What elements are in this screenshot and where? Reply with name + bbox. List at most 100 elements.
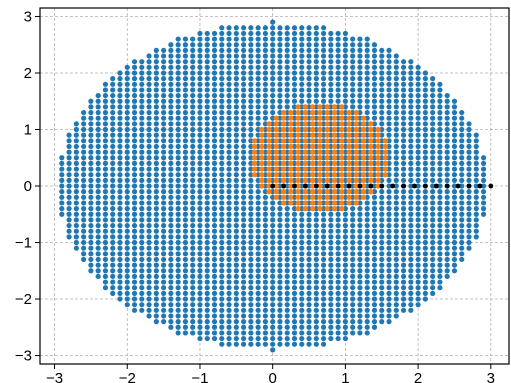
data-point [459, 234, 465, 240]
data-point [270, 222, 276, 229]
data-point [313, 273, 319, 280]
data-point [364, 222, 370, 229]
data-point [262, 279, 269, 285]
data-point [175, 92, 181, 99]
data-point [415, 70, 421, 76]
data-point [400, 222, 407, 229]
data-point [211, 234, 218, 240]
data-point [422, 115, 428, 121]
data-point [357, 285, 363, 291]
data-point [353, 143, 359, 150]
data-point [81, 234, 87, 240]
data-point [161, 166, 167, 172]
data-point [241, 222, 247, 229]
data-point [371, 313, 378, 319]
data-point [211, 222, 218, 229]
data-point [284, 30, 290, 37]
data-point [415, 245, 421, 251]
data-point [415, 126, 421, 133]
data-point [339, 177, 345, 183]
data-point [251, 143, 258, 150]
data-point [182, 262, 189, 268]
data-point [270, 307, 276, 313]
data-point [73, 172, 79, 178]
data-point [73, 200, 79, 206]
data-point [204, 92, 210, 99]
data-point [386, 132, 392, 138]
data-point [408, 285, 414, 291]
data-point [415, 138, 421, 144]
data-point [255, 285, 261, 291]
data-point [211, 256, 218, 263]
data-point [182, 256, 189, 263]
data-point [219, 302, 225, 308]
data-point [190, 92, 196, 99]
data-point [364, 262, 370, 268]
data-point [211, 104, 218, 110]
data-point [197, 160, 203, 166]
data-point [153, 47, 159, 53]
data-point [317, 206, 323, 212]
data-point [379, 59, 385, 65]
y-tick-label: −1 [15, 235, 32, 252]
data-point [161, 177, 167, 183]
data-point [320, 206, 327, 212]
data-point [350, 302, 356, 308]
data-point [204, 239, 210, 246]
data-point [241, 81, 247, 87]
data-point [182, 76, 189, 82]
data-point [146, 296, 152, 302]
data-point [255, 92, 261, 99]
data-point [273, 194, 279, 200]
data-point [88, 251, 94, 257]
data-point [357, 138, 363, 144]
data-point [331, 132, 338, 138]
data-point [368, 183, 374, 189]
data-point [95, 104, 101, 110]
data-point [226, 234, 232, 240]
data-point [386, 268, 392, 274]
data-point [382, 166, 388, 172]
data-point [102, 279, 109, 285]
data-point [342, 324, 348, 330]
data-point [146, 313, 152, 319]
data-point [219, 313, 225, 319]
data-point [153, 172, 159, 178]
data-point [350, 53, 356, 59]
data-point [430, 206, 436, 212]
data-point [146, 172, 152, 178]
data-point [299, 341, 305, 347]
data-point [350, 109, 356, 116]
data-point [430, 121, 436, 127]
data-point [422, 177, 428, 183]
data-point [124, 98, 130, 104]
data-point [66, 149, 72, 155]
data-point [270, 330, 276, 336]
data-point [124, 87, 130, 93]
data-point [379, 177, 385, 183]
data-point [430, 143, 436, 150]
data-point [375, 126, 381, 133]
data-point [331, 200, 338, 206]
data-point [393, 53, 399, 59]
data-point [262, 239, 269, 246]
data-point [459, 256, 465, 263]
data-point [270, 279, 276, 285]
data-point [73, 177, 79, 183]
data-point [317, 138, 323, 144]
data-point [291, 104, 298, 110]
data-point [400, 87, 407, 93]
data-point [117, 279, 123, 285]
data-point [95, 138, 101, 144]
data-point [175, 160, 181, 166]
data-point [190, 109, 196, 116]
data-point [288, 172, 294, 178]
data-point [350, 166, 356, 172]
data-point [331, 138, 338, 144]
data-point [262, 234, 269, 240]
data-point [102, 268, 109, 274]
data-point [451, 183, 458, 189]
data-point [284, 98, 290, 104]
data-point [280, 109, 287, 116]
data-point [328, 279, 334, 285]
